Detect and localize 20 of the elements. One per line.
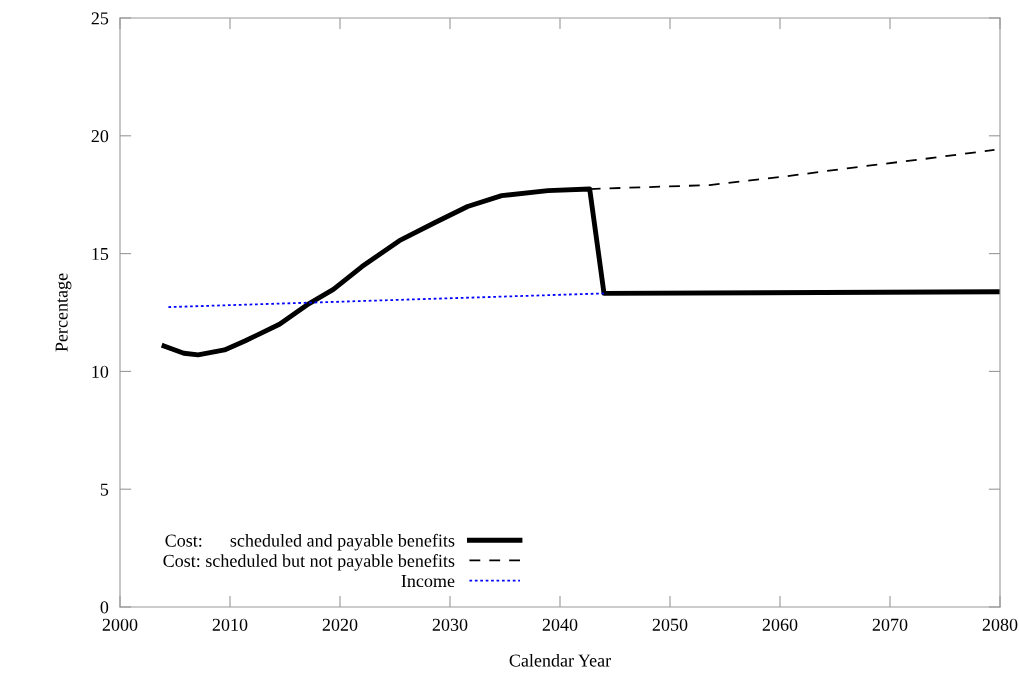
x-tick-label: 2070 <box>872 618 908 631</box>
y-tick-label: 25 <box>91 12 109 25</box>
y-tick-label: 20 <box>91 130 109 143</box>
y-tick-label: 10 <box>92 365 109 378</box>
legend-label: Cost: scheduled but not payable benefits <box>163 554 455 571</box>
y-tick-label: 0 <box>100 601 109 614</box>
legend-label: Income <box>401 575 455 588</box>
legend-label: Cost: scheduled and payable benefits <box>165 533 455 551</box>
y-axis-title: Percentage <box>55 273 72 352</box>
x-tick-label: 2080 <box>982 618 1018 631</box>
x-tick-label: 2060 <box>762 618 798 631</box>
x-tick-label: 2000 <box>102 618 138 631</box>
x-axis-title: Calendar Year <box>509 653 611 667</box>
y-tick-label: 15 <box>92 247 109 261</box>
x-tick-label: 2010 <box>212 618 248 631</box>
x-tick-label: 2020 <box>322 618 358 631</box>
x-tick-label: 2030 <box>432 618 468 631</box>
x-tick-label: 2050 <box>652 618 688 631</box>
x-tick-label: 2040 <box>542 618 578 631</box>
y-tick-label: 5 <box>100 483 109 496</box>
